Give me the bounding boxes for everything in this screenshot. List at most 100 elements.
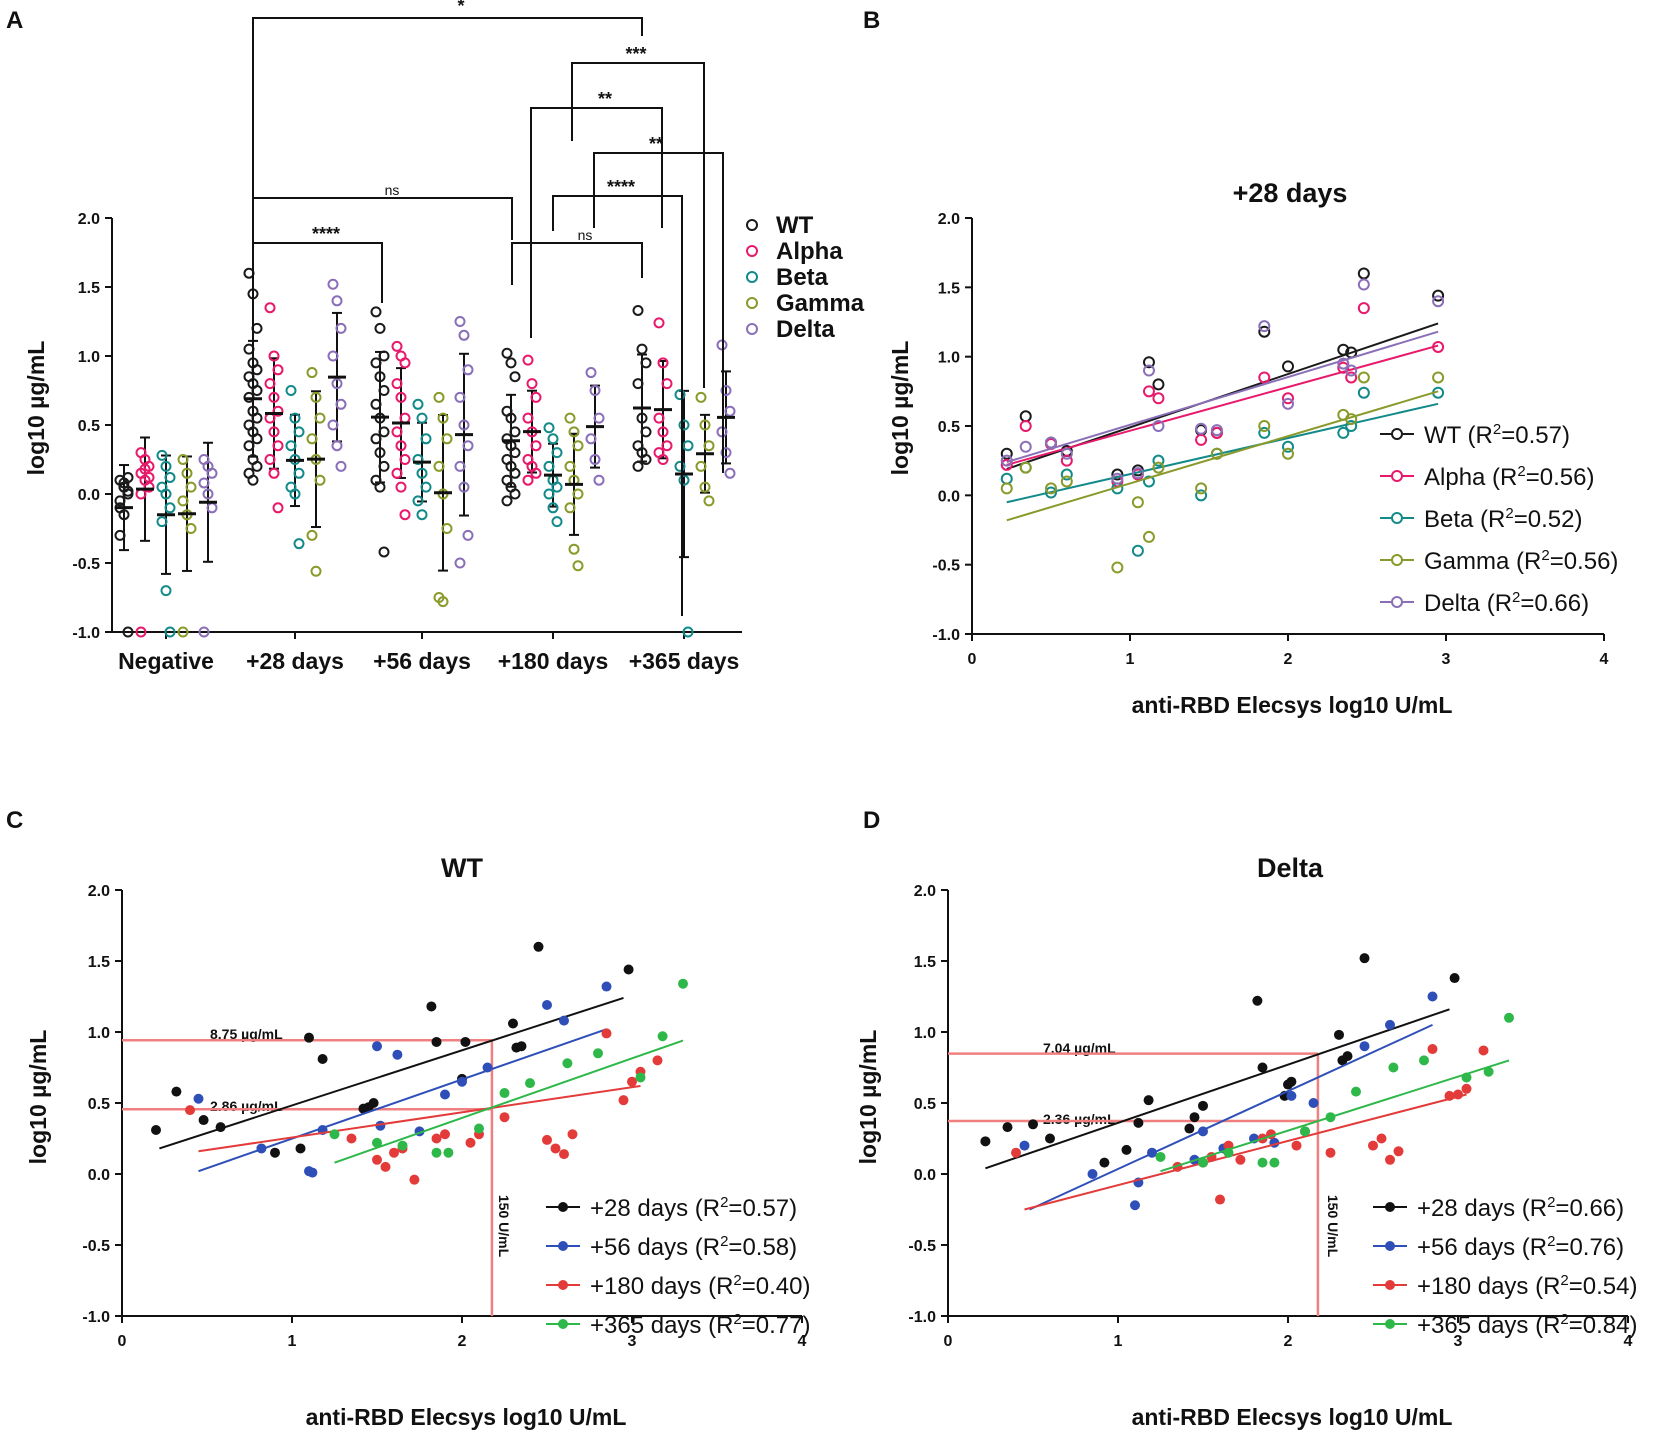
data-point (1376, 1133, 1387, 1144)
data-point (522, 354, 534, 366)
data-point (164, 626, 176, 638)
data-point (327, 278, 339, 290)
data-point (632, 460, 644, 472)
data-point (454, 460, 466, 472)
data-point (437, 412, 449, 424)
data-point (372, 1137, 382, 1148)
data-point (1045, 482, 1057, 495)
y-tick-label: 2.0 (914, 883, 936, 900)
fit-line (1029, 1023, 1433, 1211)
data-point (564, 412, 576, 424)
data-point (1111, 472, 1124, 485)
data-point (1325, 1147, 1336, 1158)
data-point (331, 440, 343, 452)
data-point (632, 304, 644, 316)
data-point (1111, 468, 1124, 481)
data-point (1291, 1140, 1302, 1151)
significance-label: ** (649, 134, 663, 154)
data-point (1427, 1044, 1438, 1055)
data-point (264, 454, 276, 465)
y-tick-label: 0.0 (88, 1167, 110, 1184)
data-point (374, 322, 386, 334)
data-point (509, 467, 521, 479)
data-point (370, 398, 382, 410)
data-point (551, 516, 563, 528)
data-point (1189, 1112, 1200, 1123)
panel-b-ylabel: log10 µg/mL (887, 341, 913, 476)
data-point (215, 1122, 226, 1133)
data-point (370, 306, 382, 318)
data-point (295, 1143, 306, 1154)
fit-line (334, 1039, 684, 1164)
data-point (198, 1115, 209, 1126)
data-point (370, 357, 382, 369)
data-point (139, 463, 151, 475)
data-point (501, 495, 513, 507)
legend-marker (1385, 1241, 1395, 1251)
data-point (391, 426, 403, 438)
significance-label: ns (578, 227, 593, 243)
significance-bracket (252, 242, 383, 303)
data-point (164, 471, 176, 483)
data-point (1282, 397, 1294, 410)
data-point (1258, 320, 1271, 333)
panel-a-ylabel: log10 µg/mL (23, 341, 49, 476)
data-point (1152, 461, 1165, 474)
data-point (1252, 995, 1263, 1006)
data-point (399, 357, 411, 369)
data-point (431, 1133, 442, 1144)
data-point (160, 488, 172, 500)
data-point (306, 367, 318, 379)
data-point (1000, 447, 1013, 460)
data-point (370, 433, 382, 445)
data-point (593, 474, 605, 486)
data-point (568, 543, 580, 555)
data-point (589, 454, 601, 465)
data-point (272, 440, 284, 452)
y-tick-label: 2.0 (78, 211, 100, 228)
data-point (585, 367, 597, 379)
significance-label: *** (625, 44, 646, 64)
data-point (695, 460, 707, 472)
data-point (640, 426, 652, 438)
y-tick-label: 1.5 (78, 280, 100, 297)
data-point (378, 426, 390, 438)
data-point (1432, 289, 1445, 302)
legend-marker (1385, 1319, 1395, 1329)
data-point (682, 440, 694, 452)
data-point (601, 981, 612, 992)
data-point (272, 364, 284, 376)
data-point (1002, 1122, 1013, 1133)
data-point (317, 1053, 328, 1064)
legend-entry: Gamma (R2=0.56) (1424, 547, 1618, 575)
data-point (1045, 1133, 1055, 1144)
data-point (533, 941, 544, 952)
data-point (1060, 468, 1073, 481)
data-point (1385, 1019, 1395, 1030)
x-tick-label: 3 (628, 1333, 637, 1350)
legend-entry: WT (776, 212, 814, 239)
data-point (1195, 422, 1208, 435)
y-tick-label: 0.5 (938, 419, 960, 436)
y-tick-label: -0.5 (908, 1238, 936, 1255)
data-point (1195, 433, 1208, 446)
legend-entry: +365 days (R2=0.77) (590, 1311, 810, 1339)
category-label: Negative (118, 648, 214, 674)
panel-c-threshold-x-label: 150 U/mL (496, 1195, 512, 1258)
data-point (1198, 1100, 1208, 1111)
legend-marker (746, 219, 758, 231)
data-point (440, 1089, 450, 1100)
data-point (314, 474, 326, 486)
data-point (564, 460, 576, 472)
data-point (1152, 392, 1165, 405)
x-tick-label: 4 (1600, 651, 1609, 668)
legend-entry: +56 days (R2=0.58) (590, 1233, 797, 1261)
data-point (1337, 343, 1350, 356)
data-point (156, 516, 168, 528)
data-point (462, 529, 474, 541)
data-point (378, 385, 390, 396)
data-point (114, 529, 126, 541)
category-label: +180 days (498, 648, 609, 674)
data-point (567, 1129, 578, 1140)
